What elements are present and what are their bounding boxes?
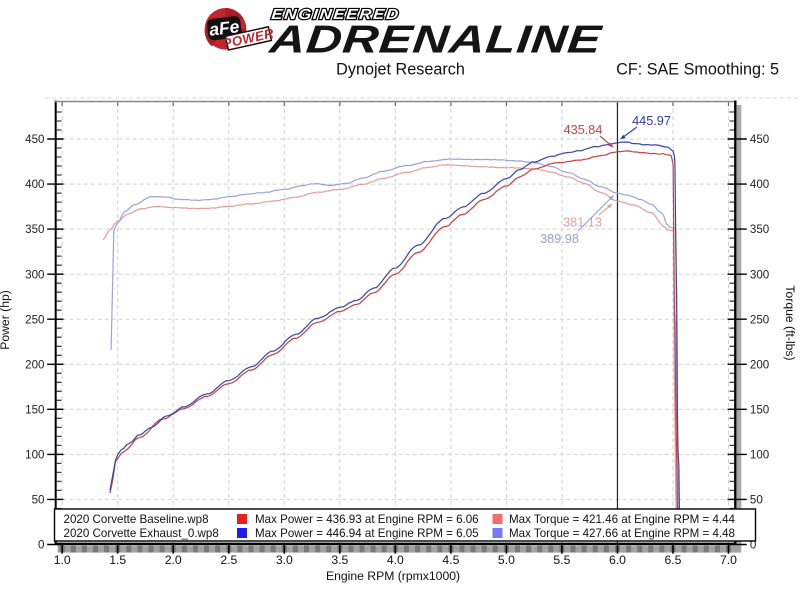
svg-text:400: 400: [25, 178, 44, 191]
svg-text:1.0: 1.0: [54, 553, 71, 567]
svg-text:Max Power = 436.93 at Engine R: Max Power = 436.93 at Engine RPM = 6.06: [255, 513, 479, 526]
svg-text:4.0: 4.0: [387, 553, 404, 567]
svg-text:Max Power = 446.94 at Engine R: Max Power = 446.94 at Engine RPM = 6.05: [255, 527, 479, 540]
svg-text:6.5: 6.5: [665, 553, 682, 567]
svg-text:350: 350: [750, 223, 769, 236]
svg-text:®: ®: [243, 8, 249, 16]
svg-text:2020 Corvette Baseline.wp8: 2020 Corvette Baseline.wp8: [64, 513, 209, 526]
svg-text:250: 250: [25, 313, 44, 326]
svg-text:6.0: 6.0: [609, 553, 626, 567]
svg-text:Dynojet Research: Dynojet Research: [336, 61, 465, 79]
svg-text:100: 100: [25, 449, 44, 462]
svg-text:100: 100: [750, 449, 769, 462]
svg-text:450: 450: [25, 133, 44, 146]
svg-text:250: 250: [750, 313, 769, 326]
svg-text:381.13: 381.13: [563, 216, 602, 230]
svg-text:Max Torque = 427.66 at Engine: Max Torque = 427.66 at Engine RPM = 4.48: [509, 527, 735, 540]
svg-text:300: 300: [25, 268, 44, 281]
svg-text:200: 200: [25, 358, 44, 371]
svg-text:435.84: 435.84: [564, 123, 603, 137]
svg-text:2020 Corvette Exhaust_0.wp8: 2020 Corvette Exhaust_0.wp8: [64, 527, 219, 540]
svg-text:50: 50: [750, 494, 763, 507]
svg-text:ENGINEERED: ENGINEERED: [271, 7, 401, 23]
svg-text:350: 350: [25, 223, 44, 236]
svg-text:Torque (ft-lbs): Torque (ft-lbs): [783, 285, 797, 360]
svg-text:Power (hp): Power (hp): [0, 290, 12, 350]
svg-text:4.5: 4.5: [442, 553, 459, 567]
svg-text:389.98: 389.98: [540, 232, 579, 246]
svg-text:7.0: 7.0: [720, 553, 737, 567]
svg-text:5.5: 5.5: [553, 553, 570, 567]
svg-text:400: 400: [750, 178, 769, 191]
svg-text:2.0: 2.0: [165, 553, 182, 567]
svg-text:445.97: 445.97: [632, 114, 671, 128]
svg-text:1.5: 1.5: [109, 553, 126, 567]
svg-text:CF: SAE Smoothing: 5: CF: SAE Smoothing: 5: [616, 61, 779, 79]
svg-text:200: 200: [750, 358, 769, 371]
svg-text:2.5: 2.5: [220, 553, 237, 567]
svg-text:0: 0: [38, 539, 44, 552]
svg-text:5.0: 5.0: [498, 553, 515, 567]
svg-text:3.0: 3.0: [276, 553, 293, 567]
svg-text:0: 0: [750, 539, 756, 552]
svg-text:Engine RPM (rpmx1000): Engine RPM (rpmx1000): [326, 569, 460, 583]
svg-text:Max Torque = 421.46 at Engine: Max Torque = 421.46 at Engine RPM = 4.44: [509, 513, 736, 526]
svg-text:50: 50: [32, 494, 45, 507]
svg-text:150: 150: [750, 403, 769, 416]
svg-text:ADRENALINE: ADRENALINE: [267, 19, 605, 62]
svg-text:aFe: aFe: [208, 16, 241, 40]
svg-text:3.5: 3.5: [331, 553, 348, 567]
svg-text:150: 150: [25, 403, 44, 416]
svg-text:450: 450: [750, 133, 769, 146]
svg-text:300: 300: [750, 268, 769, 281]
